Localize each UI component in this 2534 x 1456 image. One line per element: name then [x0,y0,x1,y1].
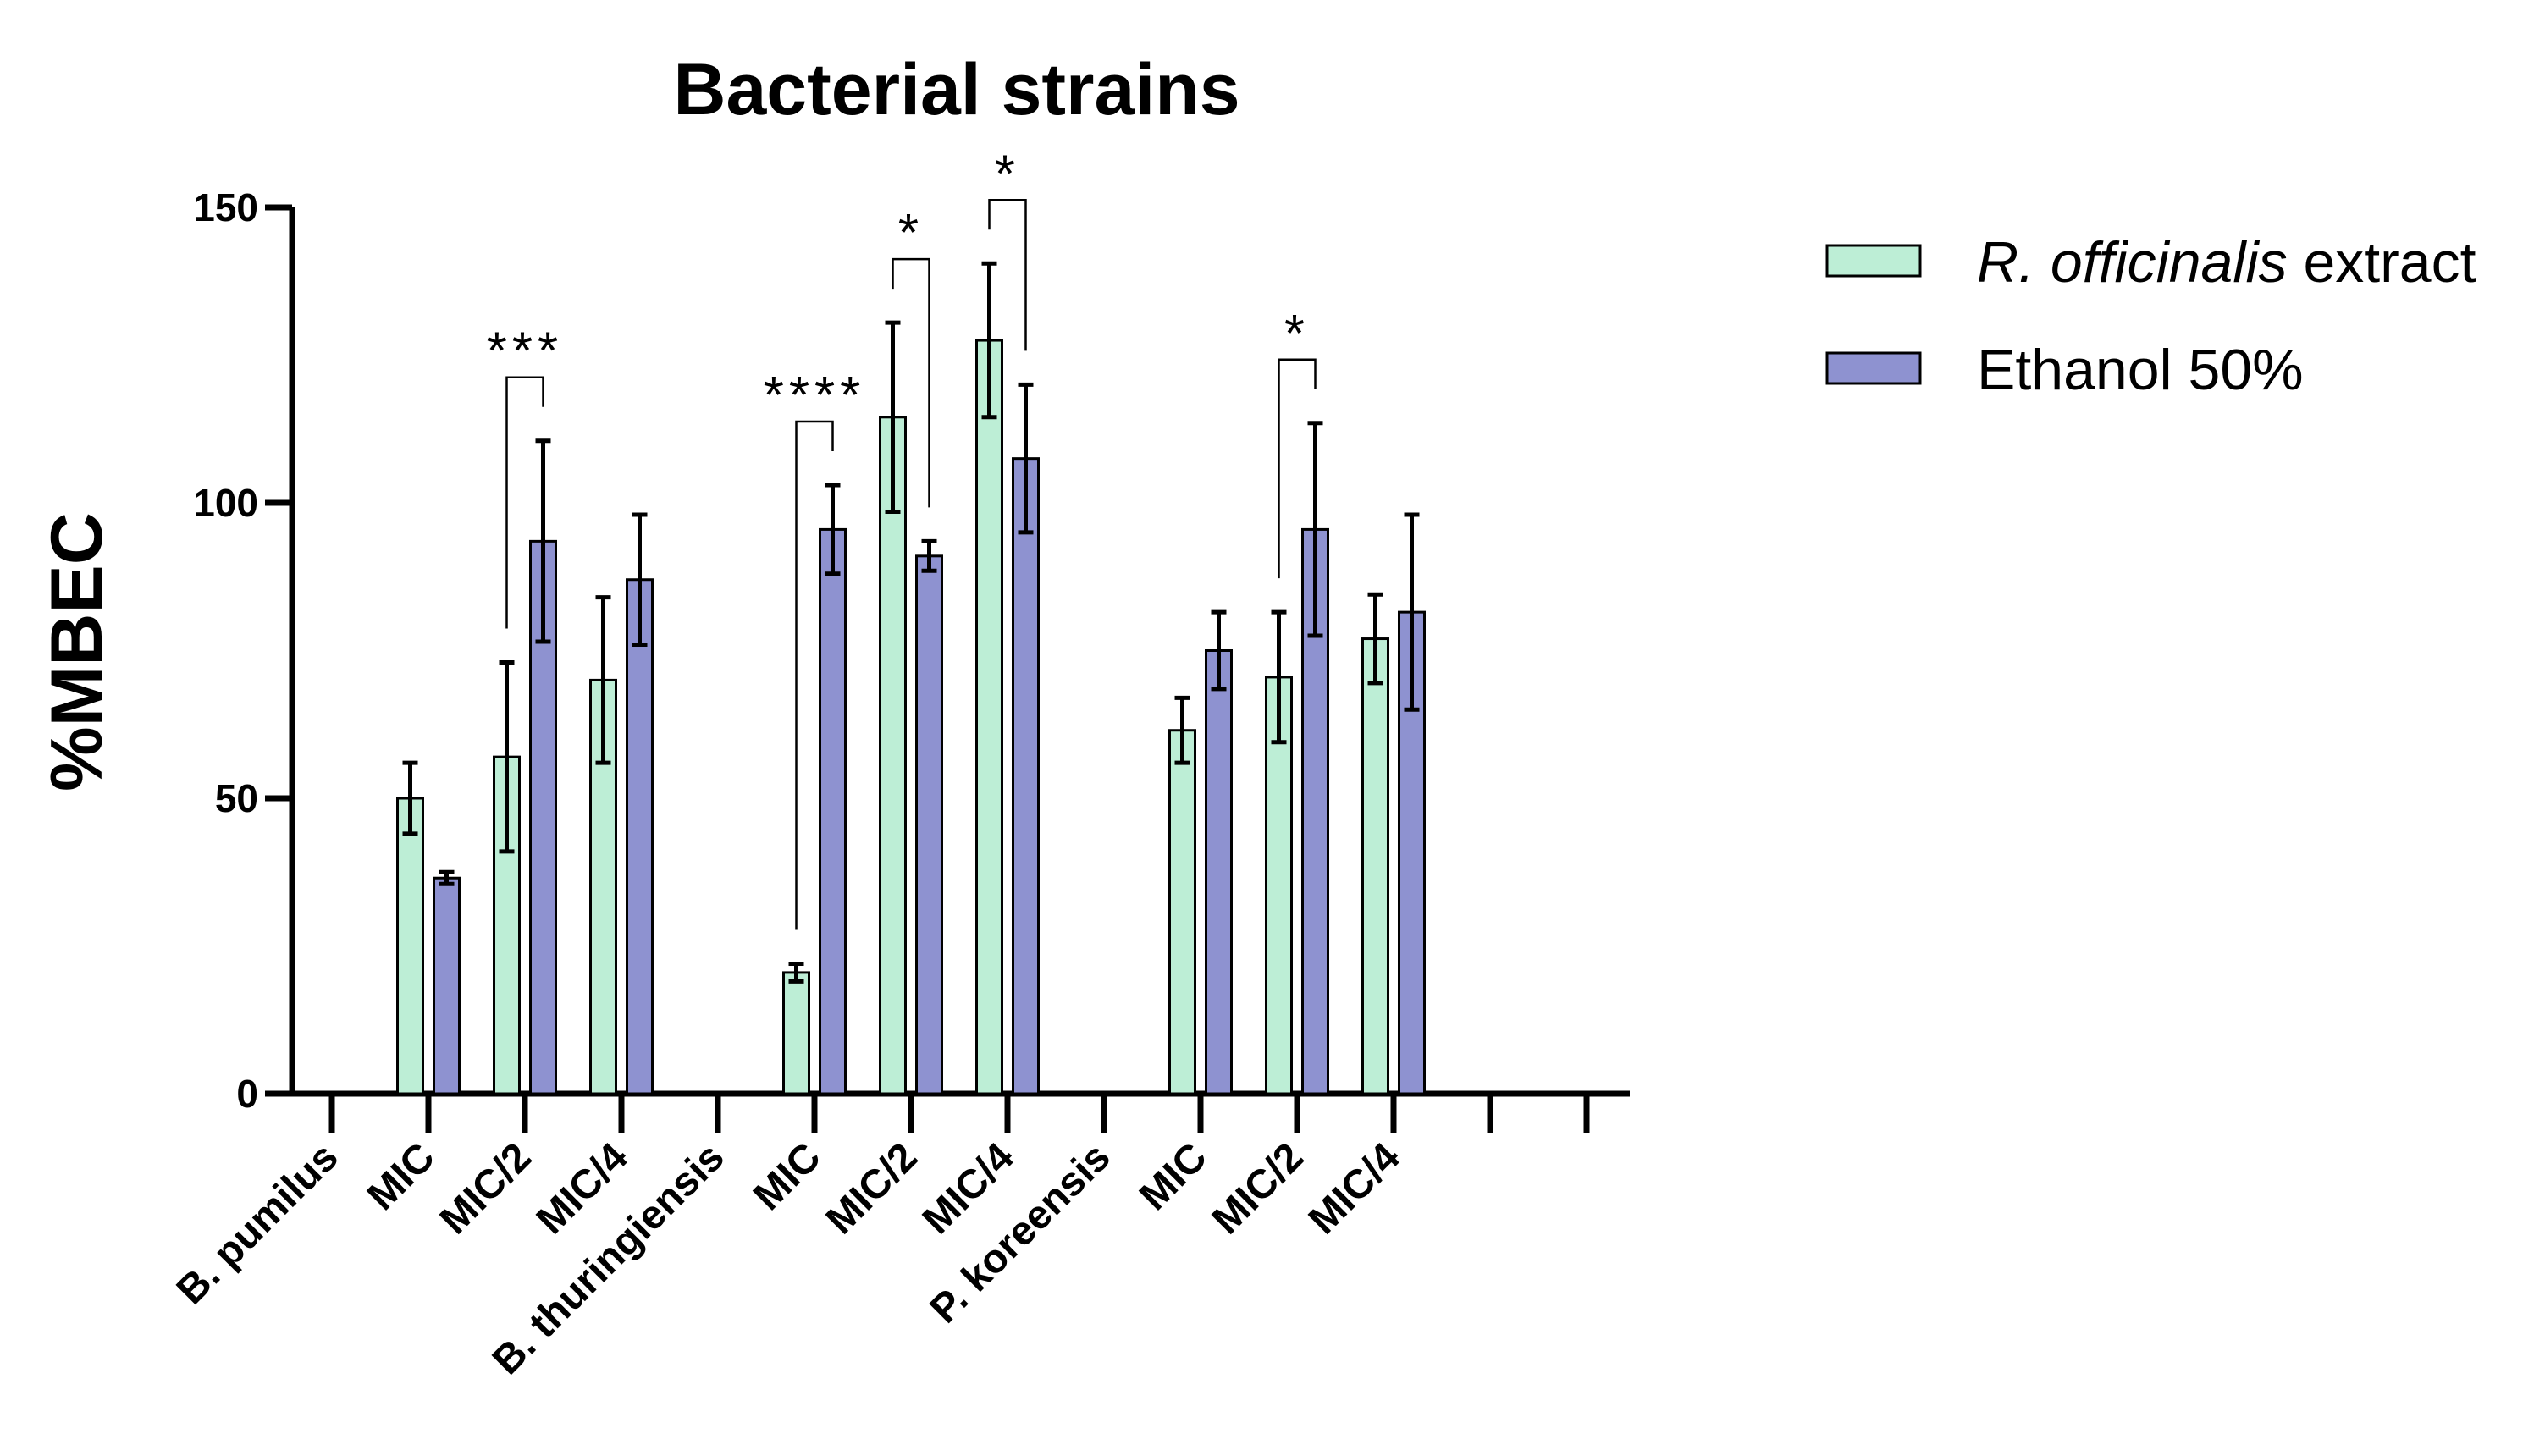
significance-label-cat-7: * [995,145,1020,203]
chart-title: Bacterial strains [673,49,1239,130]
bar-series-1-cat-6 [879,416,907,1095]
bar-series-2-cat-6 [915,554,943,1095]
legend: R. officinalis extract Ethanol 50% [1825,230,2476,402]
bar-series-1-cat-11 [1361,637,1389,1095]
bar-series-1-cat-9 [1168,729,1196,1095]
y-tick-label-100: 100 [193,481,258,525]
y-axis-label: %MBEC [36,512,118,791]
bar-series-1-cat-1 [396,797,424,1095]
bar-series-2-cat-5 [819,527,847,1095]
x-tick-label-0: B. pumilus [168,1134,347,1313]
bar-series-2-cat-7 [1012,457,1040,1095]
x-tick-label-11: MIC/4 [1300,1134,1409,1243]
x-tick-label-1: MIC [359,1134,444,1219]
y-tick-label-50: 50 [215,776,258,820]
significance-bracket-cat-6 [892,257,930,508]
x-tick-label-10: MIC/2 [1204,1134,1312,1243]
legend-label-series-1-italic: R. officinalis [1977,230,2288,295]
x-tick-label-6: MIC/2 [818,1134,926,1243]
legend-swatch-series-1 [1825,244,1922,278]
bar-series-2-cat-3 [626,578,654,1095]
y-tick-label-0: 0 [236,1072,258,1116]
bar-series-2-cat-1 [433,876,461,1095]
significance-bracket-cat-10 [1278,358,1317,579]
legend-label-series-1-rest: extract [2288,230,2476,295]
significance-bracket-cat-2 [505,376,544,629]
significance-label-cat-10: * [1284,305,1310,363]
bar-series-1-cat-7 [975,339,1003,1095]
x-tick-label-9: MIC [1131,1134,1216,1219]
bar-series-1-cat-5 [782,971,810,1095]
significance-label-cat-2: *** [487,323,563,381]
significance-label-cat-6: * [898,204,924,262]
legend-label-series-1: R. officinalis extract [1977,230,2476,295]
significance-bracket-cat-7 [988,199,1027,351]
significance-bracket-cat-5 [795,420,834,930]
x-tick-label-2: MIC/2 [432,1134,540,1243]
y-tick-label-150: 150 [193,185,258,229]
legend-label-series-2: Ethanol 50% [1977,338,2304,402]
legend-swatch-series-2 [1825,351,1922,385]
significance-label-cat-5: **** [764,367,866,425]
bar-series-2-cat-9 [1205,649,1233,1095]
x-tick-label-5: MIC [745,1134,830,1219]
